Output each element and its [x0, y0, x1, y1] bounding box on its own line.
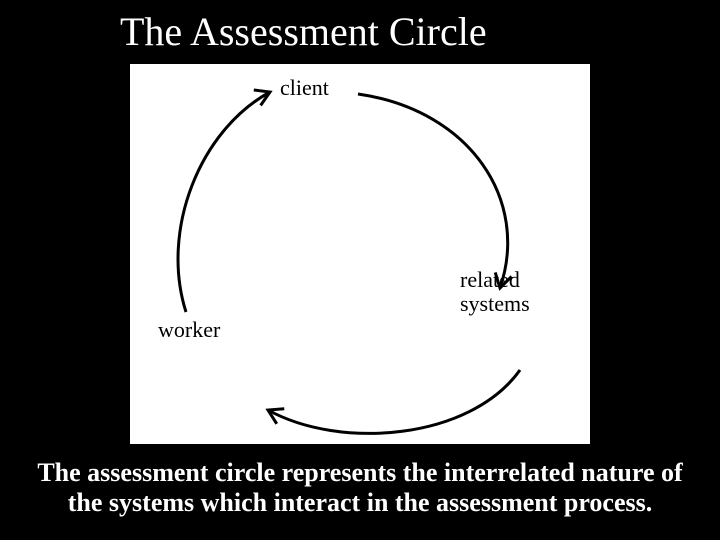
arrow-client-to-related: [358, 94, 508, 288]
node-related: related systems: [460, 268, 530, 316]
slide-caption: The assessment circle represents the int…: [0, 458, 720, 518]
arrow-worker-to-client: [178, 92, 270, 312]
node-client: client: [280, 76, 329, 100]
node-worker: worker: [158, 318, 220, 342]
arrow-related-to-worker: [268, 370, 520, 433]
slide: The Assessment Circle The assessment cir…: [0, 0, 720, 540]
